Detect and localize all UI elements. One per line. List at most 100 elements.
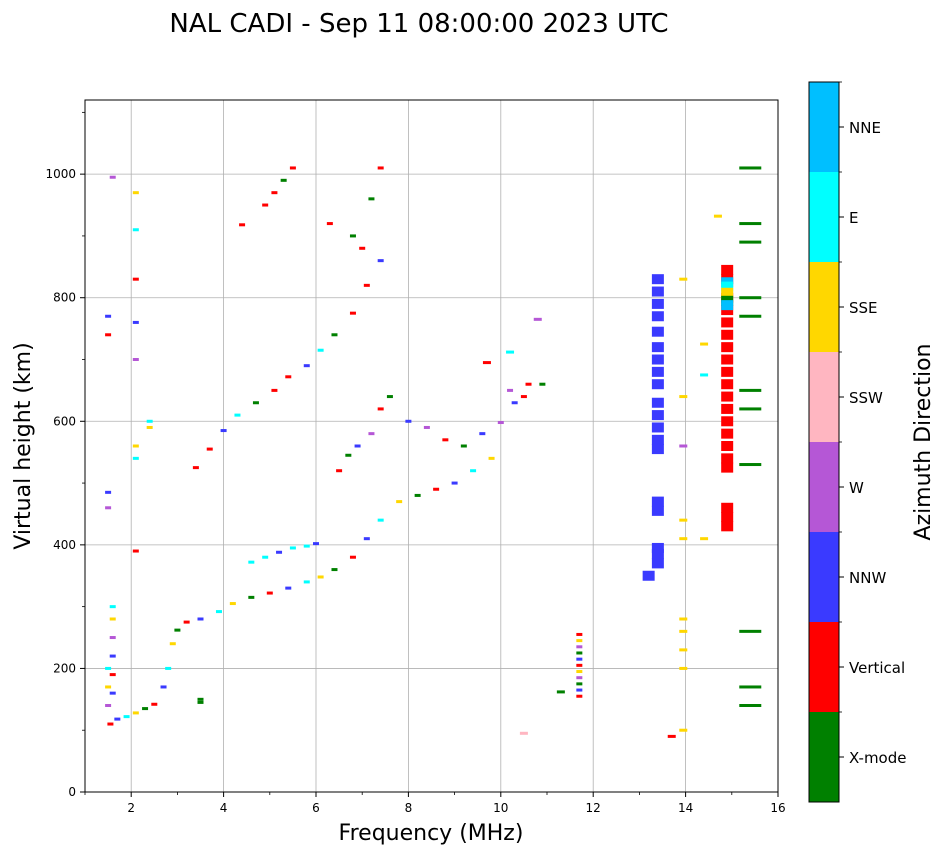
data-point xyxy=(206,447,213,451)
data-point xyxy=(363,283,370,287)
data-point xyxy=(386,395,393,399)
data-point xyxy=(239,223,246,227)
data-point xyxy=(721,317,734,328)
data-point xyxy=(326,222,333,226)
data-point xyxy=(349,555,356,559)
data-point xyxy=(679,395,688,399)
data-point xyxy=(423,425,430,429)
data-point xyxy=(123,715,130,719)
data-point xyxy=(377,259,384,263)
data-point xyxy=(679,629,688,633)
data-point xyxy=(368,197,375,201)
data-point xyxy=(739,407,762,411)
data-point xyxy=(739,166,762,170)
data-point xyxy=(132,444,139,448)
colorbar-tick-label: E xyxy=(849,209,858,227)
data-point xyxy=(109,175,116,179)
data-point xyxy=(739,685,762,689)
data-point xyxy=(368,432,375,436)
data-point xyxy=(507,388,514,392)
data-point xyxy=(132,456,139,460)
data-point xyxy=(132,358,139,361)
data-point xyxy=(576,670,583,674)
data-point xyxy=(169,642,176,646)
data-point xyxy=(721,264,734,275)
data-point xyxy=(679,728,688,732)
chart-title: NAL CADI - Sep 11 08:00:00 2023 UTC xyxy=(169,9,668,39)
data-point xyxy=(105,506,112,510)
data-point xyxy=(721,462,734,473)
data-point xyxy=(679,666,688,670)
data-point xyxy=(651,298,664,309)
colorbar-segment xyxy=(809,352,839,442)
data-point xyxy=(576,694,583,698)
data-point xyxy=(252,401,259,405)
data-point xyxy=(721,391,734,402)
data-point xyxy=(276,550,283,554)
data-point xyxy=(248,560,255,564)
colorbar-segment xyxy=(809,442,839,532)
data-point xyxy=(576,688,583,692)
data-point xyxy=(651,397,664,408)
data-point xyxy=(576,682,583,686)
data-point xyxy=(721,354,734,365)
data-point xyxy=(313,542,319,546)
data-point xyxy=(289,166,296,170)
data-point xyxy=(109,605,116,609)
data-point xyxy=(721,521,734,532)
data-point xyxy=(739,296,762,300)
data-point xyxy=(651,410,664,421)
x-tick-label: 16 xyxy=(770,801,785,815)
data-point xyxy=(721,300,734,311)
data-point xyxy=(739,222,762,226)
data-point xyxy=(679,277,688,281)
data-point xyxy=(506,350,515,354)
data-point xyxy=(488,456,495,460)
data-point xyxy=(651,274,664,285)
data-point xyxy=(262,203,269,207)
data-point xyxy=(482,361,491,365)
data-point xyxy=(721,512,734,523)
data-point xyxy=(721,366,734,377)
data-point xyxy=(109,636,116,640)
data-point xyxy=(651,286,664,297)
data-point xyxy=(739,629,762,633)
data-point xyxy=(721,453,734,464)
data-point xyxy=(183,620,190,624)
y-tick-label: 1000 xyxy=(45,167,76,181)
data-point xyxy=(132,711,139,715)
data-point xyxy=(679,648,688,652)
data-point xyxy=(105,314,112,318)
colorbar-label: Azimuth Direction xyxy=(911,343,936,540)
data-point xyxy=(354,444,361,448)
data-point xyxy=(132,277,139,281)
data-point xyxy=(539,382,546,386)
y-tick-label: 400 xyxy=(53,538,76,552)
data-marks xyxy=(105,166,762,738)
data-point xyxy=(679,518,688,522)
data-point xyxy=(105,666,112,670)
data-point xyxy=(331,568,338,572)
data-point xyxy=(349,311,356,315)
data-point xyxy=(414,493,421,497)
data-point xyxy=(651,311,664,322)
data-point xyxy=(576,645,583,649)
data-point xyxy=(651,542,664,553)
data-point xyxy=(651,379,664,390)
data-point xyxy=(109,654,116,658)
data-point xyxy=(451,481,458,485)
data-point xyxy=(721,287,734,298)
data-point xyxy=(197,617,204,621)
colorbar-tick-label: NNW xyxy=(849,569,886,587)
data-point xyxy=(651,342,664,353)
data-point xyxy=(442,438,449,442)
data-point xyxy=(520,395,527,399)
y-axis-label: Virtual height (km) xyxy=(11,342,36,549)
x-tick-label: 12 xyxy=(586,801,601,815)
data-point xyxy=(700,537,709,541)
data-point xyxy=(651,496,664,507)
data-point xyxy=(721,428,734,439)
data-point xyxy=(576,663,583,667)
data-point xyxy=(109,673,116,677)
data-point xyxy=(234,413,241,417)
